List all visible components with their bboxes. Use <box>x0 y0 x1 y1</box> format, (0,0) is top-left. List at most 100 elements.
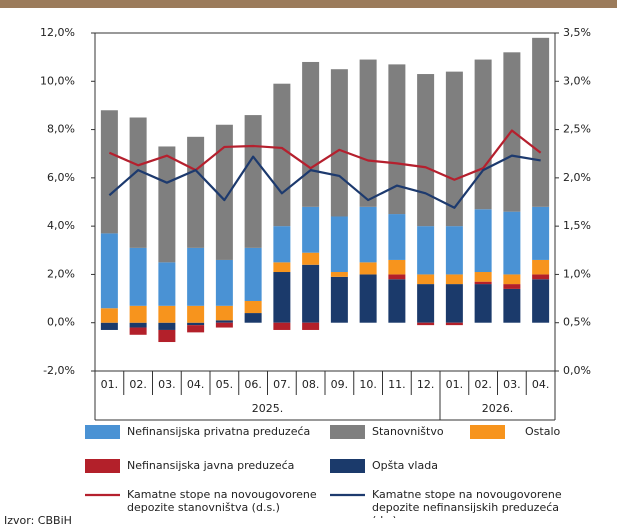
x-tick-label: 03. <box>158 378 176 391</box>
x-tick-label: 01. <box>446 378 464 391</box>
bar-segment <box>215 124 233 260</box>
bar-segment <box>187 325 205 333</box>
bar-segment <box>474 272 492 282</box>
bar-segment <box>158 305 176 323</box>
bar-segment <box>445 274 463 285</box>
bar-segment <box>445 284 463 323</box>
legend-swatch <box>470 425 505 439</box>
bar-segment <box>503 284 521 289</box>
legend-label-box: Kamatne stope na novougovorene depozite … <box>372 488 562 518</box>
legend-label: Nefinansijska privatna preduzeća <box>127 425 310 438</box>
y-tick-label: 10,0% <box>40 74 75 87</box>
bar-segment <box>474 209 492 273</box>
x-tick-label: 02. <box>474 378 492 391</box>
bar-segment <box>417 284 435 323</box>
bar-segment <box>187 247 205 306</box>
bar-segment <box>273 226 291 263</box>
bar-segment <box>445 71 463 227</box>
bar-segment <box>474 284 492 323</box>
line-series <box>108 129 542 181</box>
bar-segment <box>417 274 435 285</box>
bar-segment <box>532 274 550 280</box>
bar-segment <box>100 322 118 330</box>
bar-segment <box>359 274 377 323</box>
y2-tick-label: 1,5% <box>563 219 591 232</box>
bar-segment <box>158 146 176 263</box>
top-band <box>0 0 617 8</box>
bar-segment <box>388 214 406 260</box>
bar-segment <box>388 274 406 280</box>
bar-segment <box>273 272 291 323</box>
bar-segment <box>129 117 147 248</box>
bar-segment <box>244 300 262 314</box>
bar-segment <box>215 322 233 328</box>
bar-segment <box>474 281 492 285</box>
y-tick-label: 4,0% <box>47 219 75 232</box>
bar-segment <box>474 59 492 210</box>
y2-tick-label: 3,5% <box>563 26 591 39</box>
bar-segment <box>359 59 377 207</box>
bar-segment <box>330 272 348 277</box>
legend-swatch <box>330 425 365 439</box>
group-label: 2025. <box>252 402 284 415</box>
bar-segment <box>417 322 435 326</box>
x-tick-label: 04. <box>532 378 550 391</box>
bar-segment <box>273 322 291 330</box>
bar-segment <box>129 327 147 335</box>
legend-swatch <box>85 425 120 439</box>
y-tick-label: 6,0% <box>47 171 75 184</box>
bar-segment <box>158 329 176 343</box>
x-tick-label: 05. <box>216 378 234 391</box>
bar-segment <box>215 259 233 306</box>
x-tick-label: 06. <box>244 378 262 391</box>
bar-segment <box>100 308 118 323</box>
bar-segment <box>129 305 147 323</box>
x-tick-label: 09. <box>331 378 349 391</box>
bar-segment <box>417 226 435 275</box>
x-tick-label: 08. <box>302 378 320 391</box>
bar-segment <box>330 216 348 273</box>
bar-segment <box>532 259 550 275</box>
x-tick-label: 11. <box>388 378 406 391</box>
source: Izvor: CBBiH <box>4 514 72 527</box>
bar-segment <box>158 262 176 306</box>
group-label: 2026. <box>482 402 514 415</box>
y2-tick-label: 0,5% <box>563 316 591 329</box>
bar-segment <box>445 226 463 275</box>
bar-segment <box>302 252 320 265</box>
x-tick-label: 03. <box>503 378 521 391</box>
bar-segment <box>532 206 550 260</box>
bar-segment <box>244 247 262 301</box>
bar-segment <box>359 262 377 275</box>
bar-segment <box>388 259 406 275</box>
bar-segment <box>388 64 406 215</box>
bar-segment <box>330 69 348 217</box>
bar-segment <box>129 322 147 328</box>
bar-segment <box>100 110 118 234</box>
bar-segment <box>388 279 406 323</box>
bar-segment <box>129 247 147 306</box>
legend-label: Ostalo <box>525 425 560 438</box>
legend-label: Stanovništvo <box>372 425 444 438</box>
legend-swatch <box>330 459 365 473</box>
y-tick-label: 12,0% <box>40 26 75 39</box>
y2-tick-label: 0,0% <box>563 364 591 377</box>
y2-tick-label: 1,0% <box>563 267 591 280</box>
x-tick-label: 02. <box>129 378 147 391</box>
bar-segment <box>302 61 320 207</box>
bar-segment <box>273 262 291 273</box>
bar-segment <box>215 320 233 323</box>
bar-segment <box>417 74 435 227</box>
legend-swatch <box>85 459 120 473</box>
bar-segment <box>330 276 348 323</box>
bar-segment <box>244 115 262 248</box>
bar-segment <box>215 305 233 321</box>
bar-segment <box>503 288 521 323</box>
bar-segment <box>187 322 205 326</box>
legend-label: Kamatne stope na novougovorene depozite … <box>127 488 317 514</box>
bar-segment <box>302 264 320 323</box>
bar-segment <box>244 313 262 323</box>
legend-label-box: Kamatne stope na novougovorene depozite … <box>127 488 317 514</box>
bar-segment <box>187 305 205 323</box>
